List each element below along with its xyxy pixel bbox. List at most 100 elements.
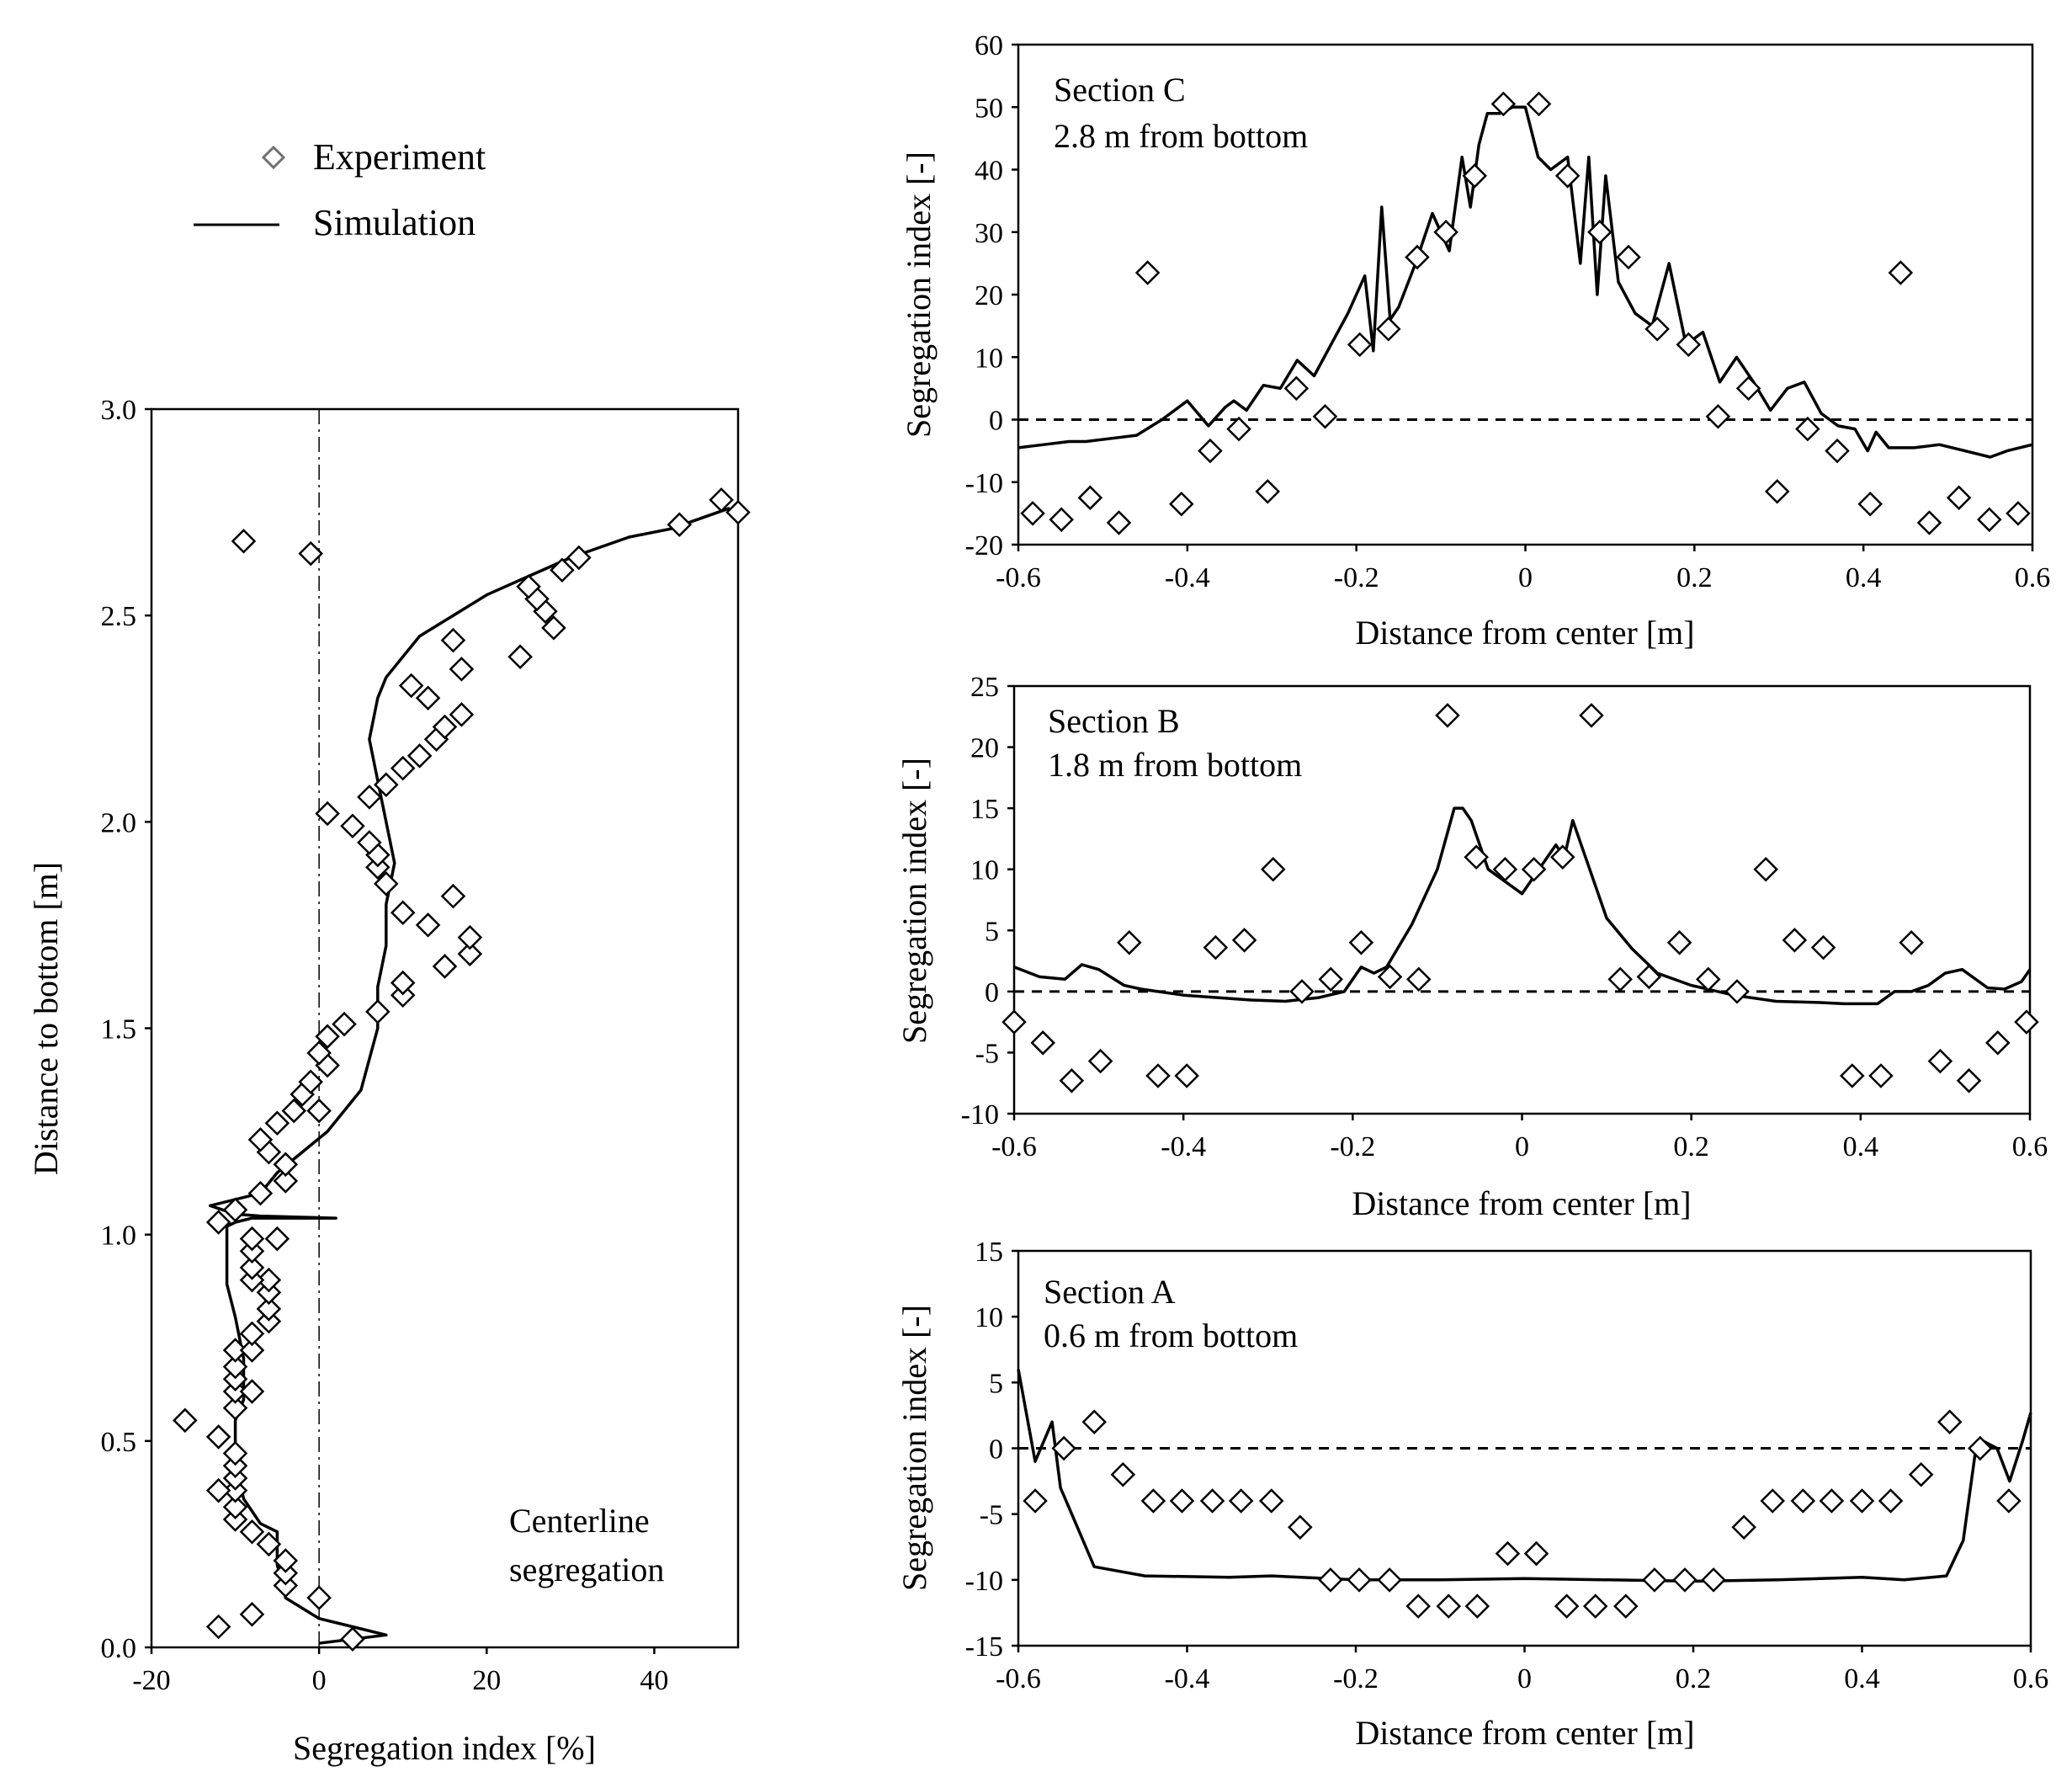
experiment-point <box>374 871 399 896</box>
experiment-point <box>667 512 693 538</box>
experiment-point <box>432 954 458 979</box>
y-tick-label: -10 <box>965 468 1003 499</box>
x-tick-label: 0 <box>1517 1663 1532 1695</box>
experiment-point <box>1255 479 1280 504</box>
experiment-point <box>1819 1488 1845 1514</box>
y-tick-label: -15 <box>965 1631 1003 1663</box>
y-tick-label: 5 <box>985 916 999 947</box>
experiment-point <box>1878 1488 1904 1514</box>
experiment-point <box>1020 501 1045 526</box>
x-tick-label: 0.4 <box>1846 562 1882 593</box>
section-c-chart: -0.6 -0.4 -0.2 0 0.2 0.4 0.6 -20 -10 0 10 20 30 40 50 6… <box>900 30 2050 652</box>
experiment-point <box>1228 1488 1254 1514</box>
experiment-point <box>1916 510 1942 535</box>
y-tick-label: -5 <box>980 1500 1003 1531</box>
experiment-point <box>1731 1514 1756 1540</box>
section-b-y-axis-label: Segregation index [-] <box>895 758 933 1044</box>
experiment-point <box>390 755 416 781</box>
experiment-point <box>256 1531 282 1557</box>
experiment-point <box>1140 1488 1166 1514</box>
experiment-point <box>298 540 323 567</box>
x-tick-label: -0.4 <box>1165 1663 1210 1695</box>
experiment-point <box>239 1321 265 1347</box>
y-tick-label: 25 <box>970 672 999 703</box>
experiment-point <box>457 941 483 967</box>
experiment-point <box>1701 1567 1726 1593</box>
x-tick-label: 0.4 <box>1844 1663 1880 1695</box>
experiment-point <box>1666 930 1692 955</box>
experiment-point <box>507 644 533 669</box>
section-a-x-axis-label: Distance from center [m] <box>1355 1714 1694 1752</box>
experiment-point <box>1049 507 1074 533</box>
experiment-point <box>432 714 458 740</box>
experiment-point <box>709 487 734 513</box>
section-b-simulation-path <box>1013 806 2032 1006</box>
experiment-point <box>449 657 475 682</box>
y-tick-label: -10 <box>961 1099 999 1131</box>
x-tick-label: 20 <box>472 1665 501 1696</box>
legend-simulation-label: Simulation <box>313 202 475 243</box>
experiment-point <box>390 900 416 925</box>
experiment-point <box>1226 416 1251 442</box>
experiment-point <box>1051 1435 1076 1461</box>
experiment-point <box>173 1407 198 1434</box>
x-tick-label: 0 <box>1518 562 1533 593</box>
section-c-title: Section C <box>1054 71 1186 109</box>
experiment-point <box>306 1098 332 1124</box>
experiment-point <box>1117 930 1142 955</box>
experiment-point <box>365 999 390 1024</box>
experiment-point <box>281 1098 307 1124</box>
experiment-point <box>415 685 441 711</box>
experiment-point <box>340 1626 365 1652</box>
experiment-point <box>1760 1488 1786 1514</box>
experiment-point <box>1406 966 1432 992</box>
experiment-point <box>1495 1540 1521 1567</box>
centerline-y-axis-label: Distance to bottom [m] <box>27 862 65 1175</box>
experiment-point <box>1672 1567 1697 1593</box>
y-tick-label: 1.5 <box>101 1014 137 1045</box>
experiment-point <box>256 1267 282 1293</box>
section-b-x-axis-label: Distance from center [m] <box>1352 1184 1691 1222</box>
y-tick-label: -10 <box>965 1566 1003 1597</box>
experiment-point <box>1347 332 1373 358</box>
experiment-point <box>541 615 566 641</box>
experiment-point <box>1289 979 1315 1004</box>
centerline-annotation-line1: Centerline <box>509 1502 650 1540</box>
x-tick-label: 0 <box>1515 1131 1529 1162</box>
section-b-simulation-line <box>1013 806 2032 1006</box>
section-c-x-axis-label: Distance from center [m] <box>1355 614 1694 652</box>
experiment-point <box>1927 1048 1953 1074</box>
experiment-point <box>1636 964 1662 990</box>
experiment-point <box>1492 856 1518 882</box>
section-a-ticks: -0.6 -0.4 -0.2 0 0.2 0.4 0.6 -15 -10 -5 0 5 10 15 <box>965 1237 2049 1695</box>
experiment-point <box>1705 404 1731 429</box>
experiment-point <box>264 1226 290 1252</box>
experiment-point <box>1523 1540 1549 1567</box>
y-tick-label: 60 <box>975 30 1003 61</box>
experiment-point <box>1318 1567 1343 1593</box>
x-tick-label: 0.4 <box>1843 1131 1879 1162</box>
experiment-point <box>1376 317 1401 342</box>
section-a-chart: -0.6 -0.4 -0.2 0 0.2 0.4 0.6 -15 -10 -5 0 5 10 15 Sec… <box>895 1237 2048 1752</box>
experiment-point <box>1810 934 1836 960</box>
y-tick-label: 5 <box>989 1368 1003 1399</box>
y-tick-label: 0 <box>989 406 1003 437</box>
x-tick-label: 0 <box>312 1665 327 1696</box>
experiment-point <box>1899 930 1924 955</box>
experiment-point <box>1169 491 1194 517</box>
experiment-point <box>550 557 575 583</box>
x-tick-label: -0.2 <box>1330 1131 1375 1162</box>
experiment-point <box>298 1069 323 1095</box>
experiment-point <box>1764 479 1790 504</box>
section-b-experiment-points <box>1001 703 2039 1093</box>
experiment-point <box>1676 332 1702 358</box>
centerline-x-axis-label: Segregation index [%] <box>293 1729 596 1767</box>
experiment-point <box>1840 1063 1865 1088</box>
y-tick-label: 10 <box>975 1302 1003 1333</box>
y-tick-label: 40 <box>975 156 1003 187</box>
x-tick-label: 0.2 <box>1673 1131 1709 1162</box>
experiment-point <box>1946 485 1972 511</box>
y-tick-label: 0 <box>989 1434 1003 1466</box>
experiment-point <box>222 1354 248 1380</box>
experiment-point <box>1888 260 1914 285</box>
